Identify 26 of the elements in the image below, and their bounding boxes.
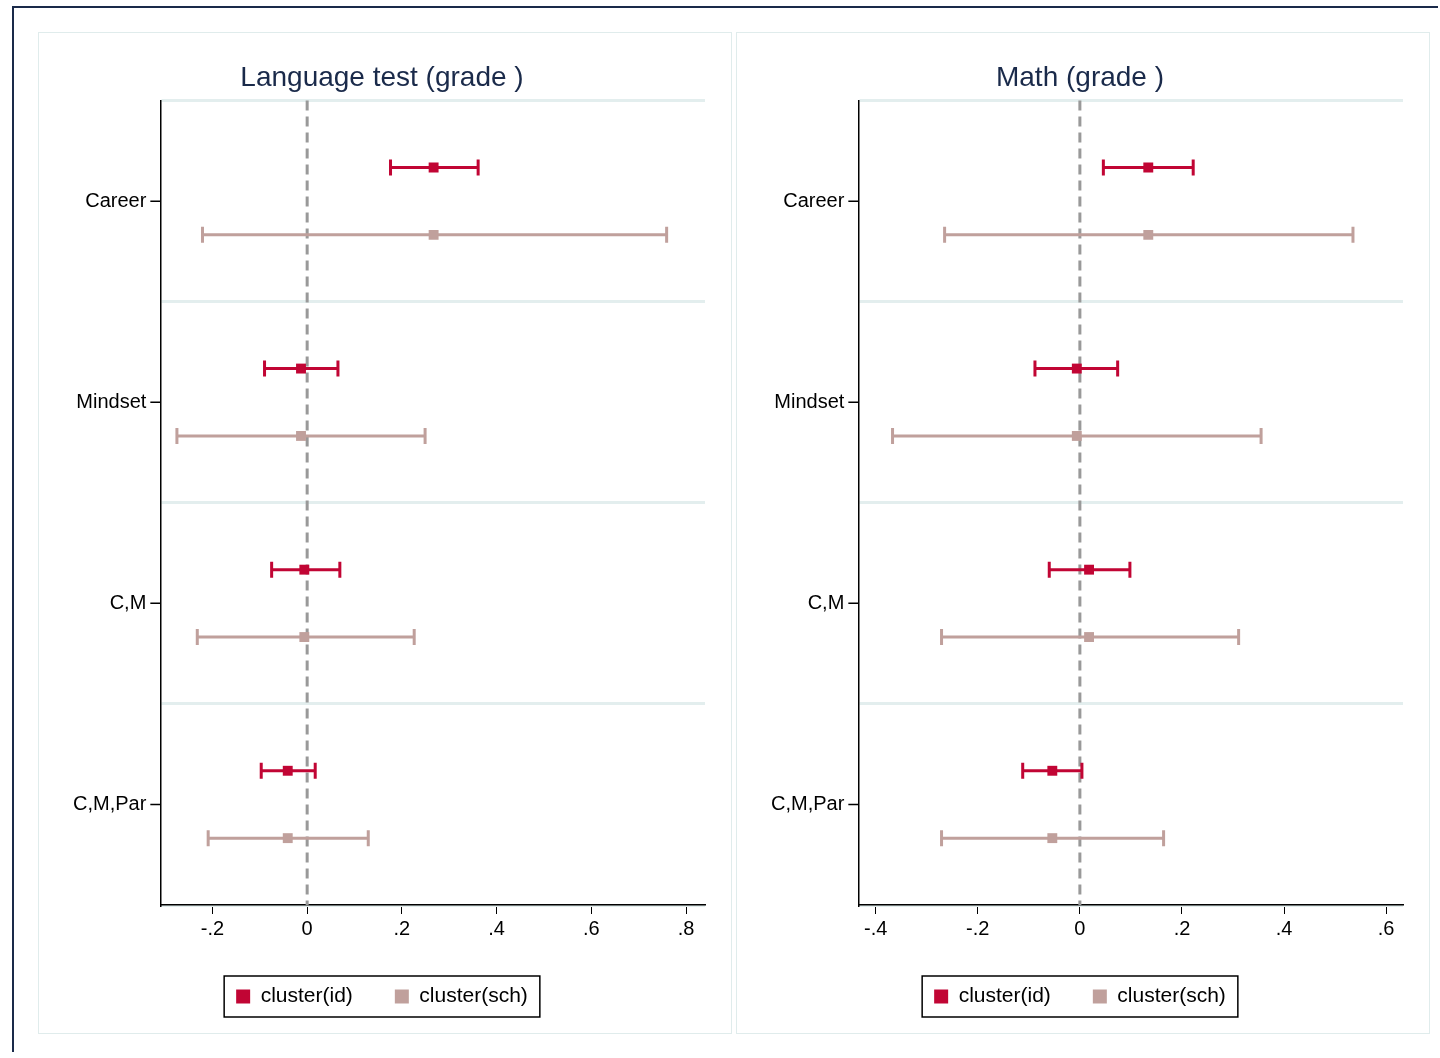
x-tick-label: .6 xyxy=(582,916,600,939)
y-tick-label: C,M,Par xyxy=(771,791,845,814)
y-tick-label: Career xyxy=(85,188,147,211)
y-tick-label: Mindset xyxy=(774,389,845,412)
x-tick-label: .2 xyxy=(1173,916,1191,939)
x-tick-label: .4 xyxy=(488,916,505,939)
legend-label: cluster(id) xyxy=(958,983,1051,1007)
legend-label: cluster(id) xyxy=(260,983,353,1007)
y-tick-label: C,M,Par xyxy=(73,791,147,814)
chart-title: Language test (grade ) xyxy=(240,60,524,92)
x-tick-label: -.2 xyxy=(200,916,225,939)
y-tick-label: Mindset xyxy=(76,389,147,412)
legend-label: cluster(sch) xyxy=(419,983,528,1007)
y-tick-label: Career xyxy=(783,188,845,211)
x-tick-label: 0 xyxy=(1074,916,1086,939)
chart-title: Math (grade ) xyxy=(995,60,1165,92)
x-tick-label: .4 xyxy=(1275,916,1293,939)
y-tick-label: C,M xyxy=(807,590,845,613)
x-tick-label: -.4 xyxy=(864,916,888,939)
x-tick-label: .8 xyxy=(677,916,695,939)
legend-label: cluster(sch) xyxy=(1117,983,1226,1007)
x-tick-label: -.2 xyxy=(966,916,990,939)
y-tick-label: C,M xyxy=(109,590,147,613)
x-tick-label: 0 xyxy=(301,916,313,939)
x-tick-label: .6 xyxy=(1377,916,1395,939)
x-tick-label: .2 xyxy=(393,916,411,939)
